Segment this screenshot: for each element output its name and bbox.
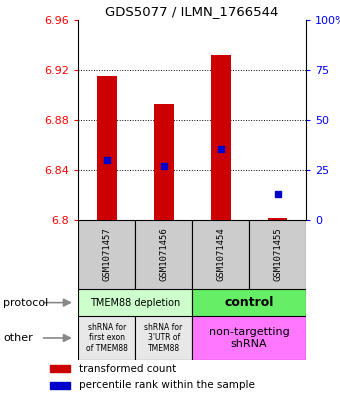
Bar [78,289,192,316]
Bar [154,104,174,220]
Bar [78,220,135,289]
Bar [249,220,306,289]
Text: shRNA for
first exon
of TMEM88: shRNA for first exon of TMEM88 [86,323,128,353]
Bar [135,316,192,360]
Text: control: control [224,296,274,309]
Text: transformed count: transformed count [79,364,176,374]
Text: percentile rank within the sample: percentile rank within the sample [79,380,255,390]
Bar [50,382,70,389]
Text: non-targetting
shRNA: non-targetting shRNA [209,327,289,349]
Text: other: other [3,333,33,343]
Text: protocol: protocol [3,298,49,308]
Text: GSM1071457: GSM1071457 [102,228,111,281]
Text: GSM1071456: GSM1071456 [159,228,168,281]
Bar [97,76,117,220]
Title: GDS5077 / ILMN_1766544: GDS5077 / ILMN_1766544 [105,6,279,18]
Text: TMEM88 depletion: TMEM88 depletion [90,298,180,308]
Bar [268,218,288,220]
Bar [50,365,70,372]
Bar [210,55,231,220]
Bar [192,316,306,360]
Text: shRNA for
3'UTR of
TMEM88: shRNA for 3'UTR of TMEM88 [144,323,183,353]
Bar [192,220,249,289]
Bar [192,289,306,316]
Bar [135,220,192,289]
Text: GSM1071455: GSM1071455 [273,228,282,281]
Text: GSM1071454: GSM1071454 [216,228,225,281]
Bar [78,316,135,360]
